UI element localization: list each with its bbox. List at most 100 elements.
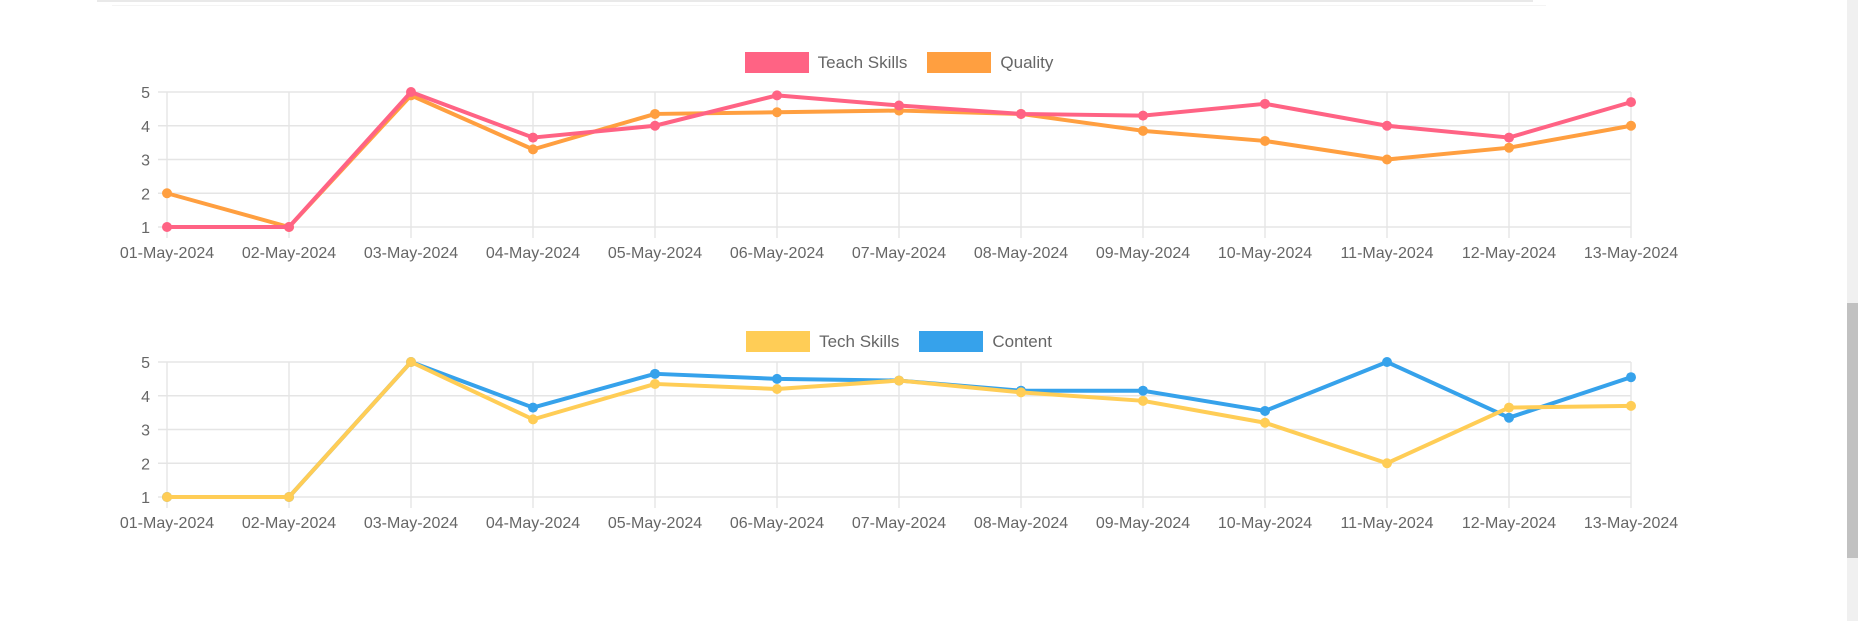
data-point-tech-skills[interactable] bbox=[1626, 400, 1636, 411]
data-point-quality[interactable] bbox=[772, 107, 782, 118]
data-point-teach-skills[interactable] bbox=[1504, 132, 1514, 143]
data-point-teach-skills[interactable] bbox=[650, 120, 660, 131]
y-tick-label: 5 bbox=[141, 355, 150, 372]
legend-item-content[interactable]: Content bbox=[919, 331, 1052, 352]
x-tick-label: 09-May-2024 bbox=[1096, 515, 1190, 532]
y-tick-label: 3 bbox=[141, 153, 150, 170]
legend-label: Teach Skills bbox=[817, 52, 908, 72]
data-point-tech-skills[interactable] bbox=[1016, 387, 1026, 398]
data-point-teach-skills[interactable] bbox=[162, 222, 172, 232]
y-tick-label: 2 bbox=[141, 456, 150, 473]
y-tick-label: 5 bbox=[141, 85, 150, 102]
x-tick-label: 10-May-2024 bbox=[1218, 245, 1312, 262]
scrollbar-track[interactable] bbox=[1847, 0, 1858, 621]
data-point-teach-skills[interactable] bbox=[1138, 110, 1148, 121]
y-tick-label: 2 bbox=[141, 186, 150, 203]
legend-label: Quality bbox=[1000, 52, 1054, 72]
data-point-content[interactable] bbox=[1260, 405, 1270, 416]
data-point-teach-skills[interactable] bbox=[1626, 97, 1636, 108]
x-tick-label: 01-May-2024 bbox=[120, 245, 214, 262]
data-point-tech-skills[interactable] bbox=[406, 357, 416, 367]
x-tick-label: 07-May-2024 bbox=[852, 245, 946, 262]
x-tick-label: 02-May-2024 bbox=[242, 245, 336, 262]
data-point-tech-skills[interactable] bbox=[1138, 395, 1148, 406]
x-tick-label: 05-May-2024 bbox=[608, 515, 702, 532]
x-tick-label: 10-May-2024 bbox=[1218, 515, 1312, 532]
data-point-tech-skills[interactable] bbox=[1382, 458, 1392, 469]
legend-swatch bbox=[927, 52, 992, 73]
data-point-tech-skills[interactable] bbox=[284, 492, 294, 502]
x-tick-label: 13-May-2024 bbox=[1584, 245, 1678, 262]
x-tick-label: 04-May-2024 bbox=[486, 245, 580, 262]
x-tick-label: 01-May-2024 bbox=[120, 515, 214, 532]
x-tick-label: 06-May-2024 bbox=[730, 515, 824, 532]
data-point-quality[interactable] bbox=[1382, 154, 1392, 165]
data-point-content[interactable] bbox=[1504, 412, 1514, 423]
data-point-quality[interactable] bbox=[650, 108, 660, 119]
x-tick-label: 03-May-2024 bbox=[364, 245, 458, 262]
y-tick-label: 1 bbox=[141, 490, 150, 507]
scrollbar-thumb[interactable] bbox=[1847, 303, 1858, 558]
data-point-tech-skills[interactable] bbox=[1504, 402, 1514, 413]
y-tick-label: 1 bbox=[141, 220, 150, 237]
data-point-teach-skills[interactable] bbox=[528, 132, 538, 143]
data-point-quality[interactable] bbox=[162, 188, 172, 199]
x-tick-label: 04-May-2024 bbox=[486, 515, 580, 532]
x-tick-label: 05-May-2024 bbox=[608, 245, 702, 262]
data-point-quality[interactable] bbox=[528, 144, 538, 155]
x-tick-label: 09-May-2024 bbox=[1096, 245, 1190, 262]
x-tick-label: 02-May-2024 bbox=[242, 515, 336, 532]
legend-swatch bbox=[746, 331, 811, 352]
legend-label: Tech Skills bbox=[819, 331, 900, 351]
y-tick-label: 4 bbox=[141, 389, 150, 406]
top-divider bbox=[97, 0, 1533, 2]
data-point-quality[interactable] bbox=[1504, 142, 1514, 153]
x-tick-label: 11-May-2024 bbox=[1340, 245, 1433, 262]
data-point-content[interactable] bbox=[772, 373, 782, 384]
x-tick-label: 03-May-2024 bbox=[364, 515, 458, 532]
legend-item-quality[interactable]: Quality bbox=[927, 52, 1053, 73]
data-point-teach-skills[interactable] bbox=[1382, 120, 1392, 131]
data-point-content[interactable] bbox=[1626, 372, 1636, 383]
data-point-quality[interactable] bbox=[1626, 120, 1636, 131]
data-point-content[interactable] bbox=[528, 402, 538, 413]
data-point-teach-skills[interactable] bbox=[772, 90, 782, 101]
data-point-quality[interactable] bbox=[1138, 125, 1148, 136]
data-point-tech-skills[interactable] bbox=[894, 375, 904, 386]
data-point-tech-skills[interactable] bbox=[162, 492, 172, 502]
data-point-tech-skills[interactable] bbox=[772, 384, 782, 394]
tech-skills-content-legend: Tech Skills Content bbox=[167, 331, 1631, 352]
data-point-quality[interactable] bbox=[1260, 135, 1270, 146]
data-point-teach-skills[interactable] bbox=[1016, 108, 1026, 119]
data-point-tech-skills[interactable] bbox=[650, 378, 660, 389]
x-tick-label: 08-May-2024 bbox=[974, 245, 1068, 262]
x-tick-label: 12-May-2024 bbox=[1462, 515, 1556, 532]
x-tick-label: 11-May-2024 bbox=[1340, 515, 1433, 532]
y-tick-label: 3 bbox=[141, 423, 150, 440]
data-point-tech-skills[interactable] bbox=[528, 414, 538, 425]
data-point-teach-skills[interactable] bbox=[284, 222, 294, 232]
legend-item-teach-skills[interactable]: Teach Skills bbox=[744, 52, 908, 73]
x-tick-label: 08-May-2024 bbox=[974, 515, 1068, 532]
data-point-tech-skills[interactable] bbox=[1260, 417, 1270, 428]
x-tick-label: 06-May-2024 bbox=[730, 245, 824, 262]
x-tick-label: 12-May-2024 bbox=[1462, 245, 1556, 262]
top-divider-secondary bbox=[112, 5, 1546, 6]
legend-item-tech-skills[interactable]: Tech Skills bbox=[746, 331, 899, 352]
legend-label: Content bbox=[992, 331, 1052, 351]
y-tick-label: 4 bbox=[141, 119, 150, 136]
data-point-teach-skills[interactable] bbox=[1260, 98, 1270, 109]
data-point-teach-skills[interactable] bbox=[406, 87, 416, 97]
data-point-content[interactable] bbox=[1138, 385, 1148, 396]
legend-swatch bbox=[919, 331, 984, 352]
data-point-content[interactable] bbox=[650, 368, 660, 379]
data-point-teach-skills[interactable] bbox=[894, 100, 904, 111]
data-point-content[interactable] bbox=[1382, 357, 1392, 367]
teach-skills-quality-legend: Teach Skills Quality bbox=[167, 52, 1631, 73]
x-tick-label: 07-May-2024 bbox=[852, 515, 946, 532]
legend-swatch bbox=[744, 52, 809, 73]
x-tick-label: 13-May-2024 bbox=[1584, 515, 1678, 532]
